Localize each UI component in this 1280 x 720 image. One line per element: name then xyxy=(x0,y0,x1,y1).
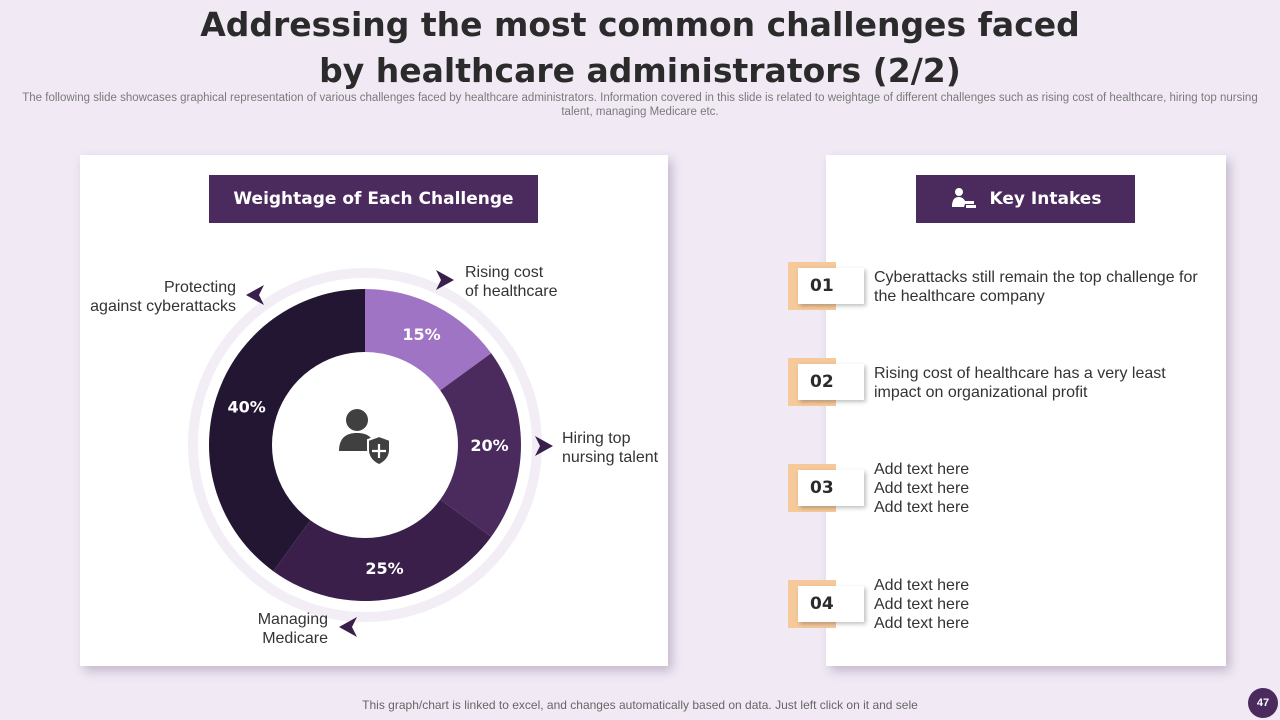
intake-line: Add text here xyxy=(874,596,970,613)
key-intakes-card xyxy=(826,155,1226,666)
arrow-marker xyxy=(535,436,553,456)
intake-line: the healthcare company xyxy=(874,288,1045,305)
intake-tab: 01 xyxy=(788,262,864,310)
donut-slice xyxy=(208,289,365,572)
intake-line: Cyberattacks still remain the top challe… xyxy=(874,269,1198,286)
chart-header: Weightage of Each Challenge xyxy=(209,175,538,223)
title-line-1: Addressing the most common challenges fa… xyxy=(200,5,1080,44)
intake-line: Add text here xyxy=(874,480,970,497)
intake-number: 01 xyxy=(798,268,864,304)
intake-tab: 02 xyxy=(788,358,864,406)
intake-tab: 04 xyxy=(788,580,864,628)
slice-percent-label: 20% xyxy=(470,436,508,455)
intake-line: impact on organizational profit xyxy=(874,384,1088,401)
slice-percent-label: 25% xyxy=(365,559,403,578)
healthcare-user-shield-icon xyxy=(339,409,391,467)
intake-number: 04 xyxy=(798,586,864,622)
key-intakes-header: Key Intakes xyxy=(916,175,1135,223)
intake-line: Add text here xyxy=(874,499,970,516)
worker-icon xyxy=(951,188,976,208)
donut-slice xyxy=(365,289,492,391)
slide-subtitle: The following slide showcases graphical … xyxy=(22,92,1258,118)
arrow-marker xyxy=(339,617,357,637)
category-label: Hiring top nursing talent xyxy=(562,429,658,467)
title-line-2: by healthcare administrators (2/2) xyxy=(319,51,961,90)
intake-line: Add text here xyxy=(874,577,970,594)
category-label: Rising cost of healthcare xyxy=(465,263,558,301)
category-label: Managing Medicare xyxy=(188,610,328,648)
category-label-line: Medicare xyxy=(262,630,328,647)
intake-text: Add text here Add text here Add text her… xyxy=(874,576,1214,633)
intake-text: Cyberattacks still remain the top challe… xyxy=(874,268,1214,306)
category-label-line: Rising cost xyxy=(465,264,544,281)
arrow-marker xyxy=(436,270,454,290)
slide-title: Addressing the most common challenges fa… xyxy=(0,2,1280,94)
page-number: 47 xyxy=(1248,688,1278,718)
slice-percent-label: 40% xyxy=(227,398,265,417)
donut-halo xyxy=(188,268,542,622)
intake-tab: 03 xyxy=(788,464,864,512)
category-label-line: Protecting xyxy=(163,279,236,296)
category-label-line: of healthcare xyxy=(465,283,558,300)
donut-slice xyxy=(440,353,522,537)
donut-slice xyxy=(273,499,492,602)
intake-number: 02 xyxy=(798,364,864,400)
intake-line: Add text here xyxy=(874,615,970,632)
intake-text: Rising cost of healthcare has a very lea… xyxy=(874,364,1214,402)
category-label: Protecting against cyberattacks xyxy=(60,278,236,316)
intake-text: Add text here Add text here Add text her… xyxy=(874,460,1214,517)
footer-note: This graph/chart is linked to excel, and… xyxy=(362,698,918,712)
category-label-line: nursing talent xyxy=(562,449,659,466)
category-label-line: against cyberattacks xyxy=(90,298,236,315)
arrow-marker xyxy=(246,285,264,305)
category-label-line: Hiring top xyxy=(562,430,631,447)
intake-number: 03 xyxy=(798,470,864,506)
slice-percent-label: 15% xyxy=(402,325,440,344)
intake-line: Add text here xyxy=(874,461,970,478)
key-intakes-title: Key Intakes xyxy=(989,189,1102,209)
category-label-line: Managing xyxy=(257,611,328,628)
intake-line: Rising cost of healthcare has a very lea… xyxy=(874,365,1166,382)
